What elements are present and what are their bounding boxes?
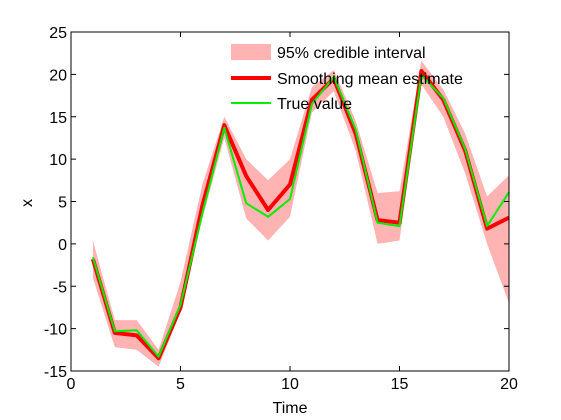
y-tick-label: 20 — [49, 67, 67, 84]
x-tick-label: 20 — [500, 376, 518, 393]
x-tick-label: 15 — [391, 376, 409, 393]
x-tick-label: 10 — [281, 376, 299, 393]
y-tick-label: -15 — [44, 364, 67, 381]
true-value-line — [91, 74, 510, 358]
legend-label-smoothing-mean: Smoothing mean estimate — [277, 71, 463, 88]
x-axis-label: Time — [273, 400, 308, 417]
y-tick-label: 5 — [58, 195, 67, 212]
axes: 0 5 10 15 20 -15 -10 -5 0 5 10 15 20 25 — [44, 25, 518, 393]
y-tick-label: 0 — [58, 237, 67, 254]
y-tick-label: 25 — [49, 25, 67, 42]
axis-labels: Time x — [19, 199, 308, 417]
y-tick-label: -10 — [44, 322, 67, 339]
plot-area — [90, 60, 510, 367]
legend-label-interval: 95% credible interval — [277, 45, 426, 62]
legend-label-true-value: True value — [277, 96, 352, 113]
legend-swatch-interval — [231, 44, 271, 60]
y-tick-label: -5 — [53, 279, 67, 296]
x-tick-label: 0 — [67, 376, 76, 393]
legend: 95% credible interval Smoothing mean est… — [231, 44, 463, 113]
y-axis-label: x — [19, 199, 36, 207]
x-tick-label: 5 — [176, 376, 185, 393]
y-tick-label: 10 — [49, 152, 67, 169]
y-tick-label: 15 — [49, 110, 67, 127]
